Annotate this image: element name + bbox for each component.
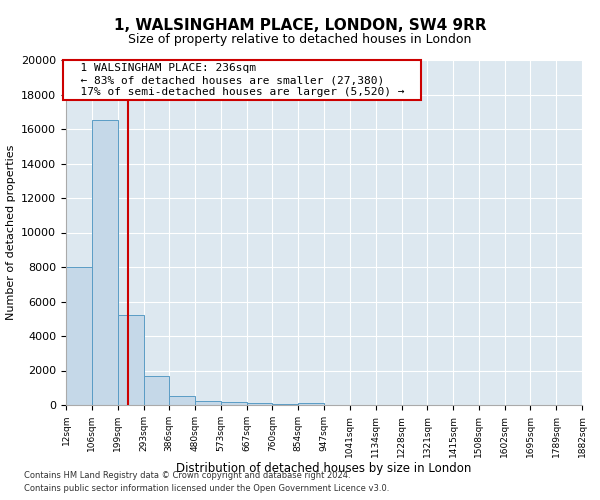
Bar xyxy=(118,316,143,405)
Text: Contains HM Land Registry data © Crown copyright and database right 2024.: Contains HM Land Registry data © Crown c… xyxy=(24,470,350,480)
Text: 1 WALSINGHAM PLACE: 236sqm  
  ← 83% of detached houses are smaller (27,380)  
 : 1 WALSINGHAM PLACE: 236sqm ← 83% of deta… xyxy=(67,64,418,96)
Bar xyxy=(195,401,221,405)
Bar xyxy=(247,404,272,405)
Text: Contains public sector information licensed under the Open Government Licence v3: Contains public sector information licen… xyxy=(24,484,389,493)
Text: Size of property relative to detached houses in London: Size of property relative to detached ho… xyxy=(128,32,472,46)
Bar xyxy=(92,120,118,405)
Text: 1, WALSINGHAM PLACE, LONDON, SW4 9RR: 1, WALSINGHAM PLACE, LONDON, SW4 9RR xyxy=(113,18,487,32)
X-axis label: Distribution of detached houses by size in London: Distribution of detached houses by size … xyxy=(176,462,472,475)
Bar xyxy=(272,404,298,405)
Bar xyxy=(169,396,195,405)
Bar xyxy=(143,376,169,405)
Bar xyxy=(66,267,92,405)
Y-axis label: Number of detached properties: Number of detached properties xyxy=(5,145,16,320)
Bar xyxy=(221,402,247,405)
Bar xyxy=(298,404,324,405)
